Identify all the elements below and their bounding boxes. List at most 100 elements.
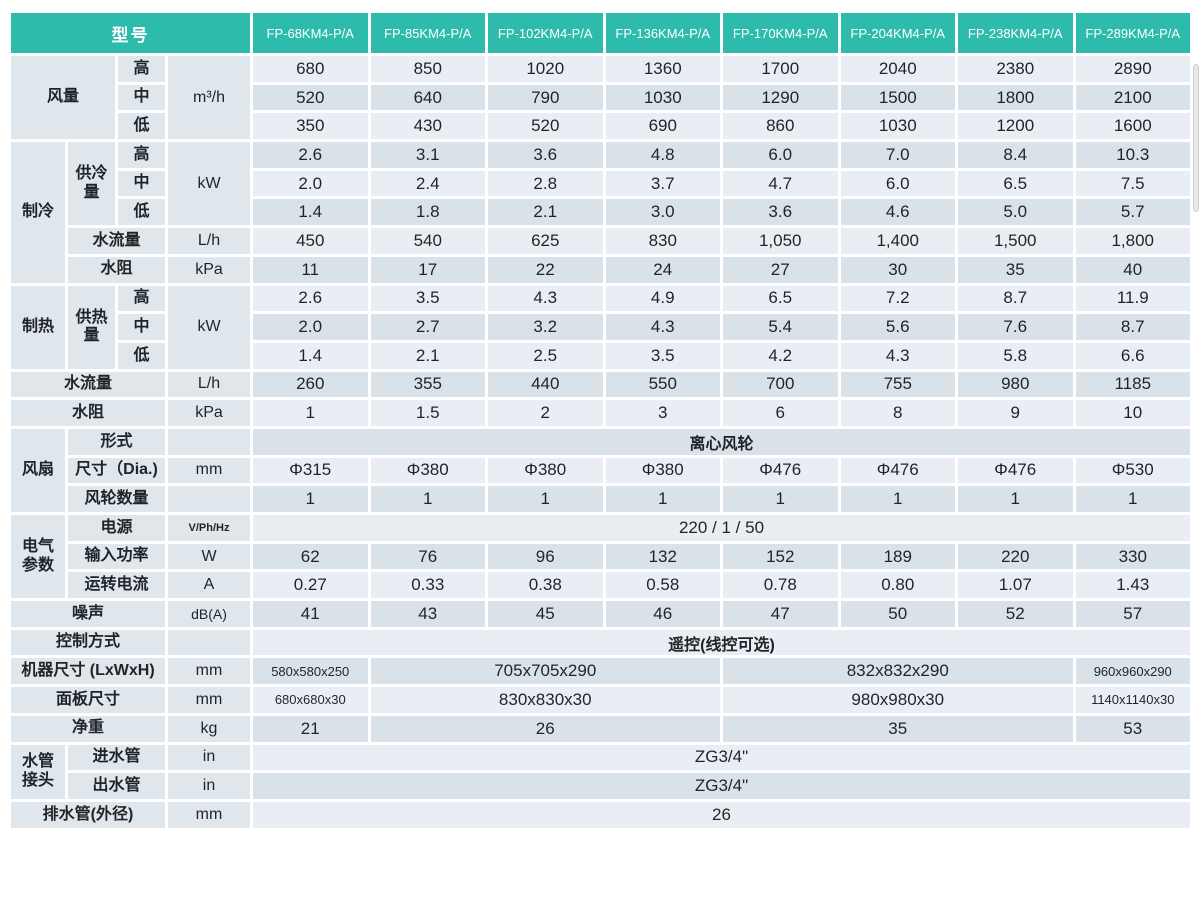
model-header: FP-85KM4-P/A	[367, 10, 488, 56]
value-cell: 1600	[1072, 110, 1193, 143]
value-cell: 1290	[720, 81, 841, 114]
value-cell: 1	[367, 483, 488, 515]
value-cell: 2040	[837, 53, 958, 85]
value-cell: 3.6	[720, 196, 841, 229]
value-cell: 1500	[837, 81, 958, 114]
value-cell: 520	[485, 110, 606, 143]
heating-capacity-mid-row: 中 2.0 2.7 3.2 4.3 5.4 5.6 7.6 8.7	[10, 311, 1193, 343]
value-cell: 50	[837, 598, 958, 630]
value-cell: 5.4	[720, 311, 841, 343]
value-cell: 690	[602, 110, 723, 143]
fan-type-row: 风扇 形式 离心风轮	[8, 425, 1193, 516]
value-cell: 980	[955, 368, 1076, 401]
value-cell: 1.8	[367, 196, 488, 229]
value-cell: 1	[720, 483, 841, 515]
value-cell: 0.80	[837, 569, 958, 602]
unit-label: A	[165, 569, 253, 602]
value-cell: 2.1	[367, 339, 488, 372]
value-cell: 1,400	[837, 225, 958, 257]
value-cell: 1700	[720, 53, 841, 85]
spec-table: 型号 FP-68KM4-P/A FP-85KM4-P/A FP-102KM4-P/A F…	[8, 10, 1193, 831]
value-cell: 960x960x290	[1072, 655, 1193, 688]
value-cell: 832x832x290	[720, 655, 1076, 688]
value-cell: 260	[250, 368, 371, 401]
value-cell: 2.6	[250, 282, 371, 315]
value-cell: 6.0	[720, 139, 841, 171]
cooling-capacity-low-row: 低 1.4 1.8 2.1 3.0 3.6 4.6 5.0 5.7	[10, 196, 1193, 229]
power-supply-row: 电气 参数 电源 V/Ph/Hz 220 / 1 / 50	[8, 511, 1193, 602]
value-cell: 3.1	[367, 139, 488, 171]
model-header: FP-238KM4-P/A	[955, 10, 1076, 56]
value-cell: 2.6	[250, 139, 371, 171]
unit-label	[165, 483, 253, 515]
value-cell: 1800	[955, 81, 1076, 114]
value-cell: Φ476	[837, 454, 958, 487]
unit-label: V/Ph/Hz	[165, 512, 253, 544]
value-cell: 220 / 1 / 50	[250, 512, 1193, 544]
value-cell: 1.4	[250, 196, 371, 229]
value-cell: 11	[250, 253, 371, 286]
value-cell: 2890	[1072, 53, 1193, 85]
unit-label: L/h	[165, 368, 253, 401]
unit-dimensions-row: 机器尺寸 (LxWxH) mm 580x580x250 705x705x290 832x…	[8, 655, 1193, 688]
row-label: 电气 参数	[8, 511, 68, 602]
value-cell: 47	[720, 598, 841, 630]
row-label: 中	[115, 81, 168, 114]
unit-label: in	[165, 770, 253, 802]
value-cell: 8	[837, 397, 958, 429]
row-label: 电源	[65, 512, 168, 544]
value-cell: 10	[1072, 397, 1193, 429]
value-cell: 96	[485, 540, 606, 573]
value-cell: 7.6	[955, 311, 1076, 343]
row-label: 水管 接头	[8, 741, 68, 802]
value-cell: 152	[720, 540, 841, 573]
row-label: 供冷量	[65, 139, 118, 229]
value-cell: 220	[955, 540, 1076, 573]
row-label: 水流量	[8, 368, 168, 401]
control-mode-row: 控制方式 遥控(线控可选)	[8, 626, 1193, 659]
unit-label: L/h	[165, 225, 253, 257]
value-cell: Φ476	[720, 454, 841, 487]
value-cell: 980x980x30	[720, 684, 1076, 716]
airflow-mid-row: 中 520 640 790 1030 1290 1500 1800 2100	[10, 81, 1193, 114]
value-cell: 30	[837, 253, 958, 286]
unit-label: W	[165, 540, 253, 573]
model-column-title: 型号	[8, 10, 253, 56]
value-cell: 1,050	[720, 225, 841, 257]
value-cell: 4.7	[720, 167, 841, 200]
row-label: 运转电流	[65, 569, 168, 602]
value-cell: Φ476	[955, 454, 1076, 487]
value-cell: 8.7	[1072, 311, 1193, 343]
value-cell: 35	[720, 712, 1076, 745]
net-weight-row: 净重 kg 21 26 35 53	[8, 712, 1193, 745]
value-cell: 1020	[485, 53, 606, 85]
vertical-scrollbar-thumb[interactable]	[1193, 64, 1199, 212]
value-cell: 1,500	[955, 225, 1076, 257]
value-cell: 625	[485, 225, 606, 257]
unit-label: in	[165, 741, 253, 774]
value-cell: 1.43	[1072, 569, 1193, 602]
value-cell: 6.0	[837, 167, 958, 200]
value-cell: 76	[367, 540, 488, 573]
value-cell: 3.7	[602, 167, 723, 200]
value-cell: 4.2	[720, 339, 841, 372]
value-cell: 4.6	[837, 196, 958, 229]
value-cell: 1	[250, 483, 371, 515]
value-cell: 0.33	[367, 569, 488, 602]
value-cell: 1030	[837, 110, 958, 143]
running-current-row: 运转电流 A 0.27 0.33 0.38 0.58 0.78 0.80 1.07 1.43	[10, 569, 1193, 602]
value-cell: 11.9	[1072, 282, 1193, 315]
value-cell: 3.5	[602, 339, 723, 372]
model-header: FP-102KM4-P/A	[485, 10, 606, 56]
value-cell: 6.6	[1072, 339, 1193, 372]
value-cell: 45	[485, 598, 606, 630]
value-cell: 57	[1072, 598, 1193, 630]
fan-wheel-count-row: 风轮数量 1 1 1 1 1 1 1 1	[10, 483, 1193, 515]
model-header: FP-204KM4-P/A	[837, 10, 958, 56]
value-cell: 830	[602, 225, 723, 257]
value-cell: 132	[602, 540, 723, 573]
row-label: 噪声	[8, 598, 168, 630]
cooling-water-resistance-row: 水阻 kPa 11 17 22 24 27 30 35 40	[10, 253, 1193, 286]
row-label: 出水管	[65, 770, 168, 802]
value-cell: 离心风轮	[250, 425, 1193, 458]
